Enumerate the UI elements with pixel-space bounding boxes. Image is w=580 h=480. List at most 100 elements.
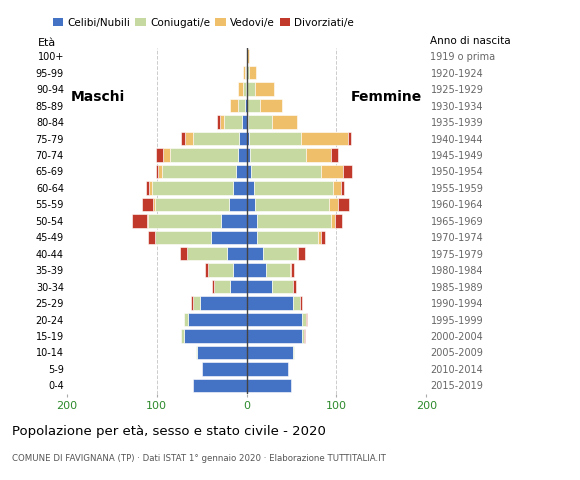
Bar	[271, 280, 293, 293]
Bar	[293, 280, 296, 293]
Bar	[338, 198, 349, 211]
Bar	[233, 181, 246, 194]
Bar	[321, 230, 325, 244]
Bar	[150, 181, 152, 194]
Bar	[208, 264, 233, 277]
Bar	[258, 230, 318, 244]
Bar	[306, 313, 307, 326]
Bar	[202, 362, 246, 376]
Bar	[300, 296, 302, 310]
Bar	[181, 329, 183, 343]
Bar	[196, 346, 197, 359]
Bar	[155, 198, 229, 211]
Bar	[155, 165, 158, 178]
Bar	[238, 83, 243, 96]
Bar	[331, 214, 335, 228]
Bar	[235, 165, 246, 178]
Bar	[146, 181, 150, 194]
Bar	[343, 165, 351, 178]
Bar	[217, 115, 219, 129]
Bar	[212, 280, 214, 293]
Bar	[271, 115, 297, 129]
Bar	[222, 214, 246, 228]
Text: Anno di nascita: Anno di nascita	[430, 36, 511, 46]
Bar	[251, 165, 321, 178]
Bar	[200, 296, 246, 310]
Bar	[238, 148, 246, 162]
Bar	[302, 313, 306, 326]
Bar	[246, 181, 253, 194]
Bar	[246, 264, 266, 277]
Bar	[249, 66, 256, 79]
Bar	[266, 264, 289, 277]
Bar	[242, 115, 246, 129]
Bar	[246, 247, 263, 261]
Bar	[321, 165, 343, 178]
Bar	[253, 181, 333, 194]
Bar	[341, 181, 345, 194]
Bar	[246, 280, 271, 293]
Bar	[302, 329, 304, 343]
Bar	[291, 264, 294, 277]
Bar	[246, 132, 249, 145]
Bar	[132, 214, 147, 228]
Bar	[248, 49, 249, 63]
Bar	[193, 379, 246, 392]
Bar	[246, 214, 258, 228]
Bar	[163, 148, 170, 162]
Text: Età: Età	[38, 38, 56, 48]
Bar	[142, 198, 153, 211]
Bar	[248, 99, 260, 112]
Bar	[248, 83, 255, 96]
Bar	[183, 313, 188, 326]
Bar	[197, 346, 246, 359]
Bar	[248, 115, 271, 129]
Bar	[243, 66, 245, 79]
Bar	[260, 99, 281, 112]
Bar	[246, 346, 293, 359]
Text: COMUNE DI FAVIGNANA (TP) · Dati ISTAT 1° gennaio 2020 · Elaborazione TUTTITALIA.: COMUNE DI FAVIGNANA (TP) · Dati ISTAT 1°…	[12, 454, 386, 463]
Bar	[318, 230, 321, 244]
Bar	[297, 247, 298, 261]
Bar	[335, 214, 342, 228]
Bar	[193, 132, 240, 145]
Bar	[329, 198, 338, 211]
Bar	[246, 379, 291, 392]
Bar	[183, 329, 246, 343]
Bar	[180, 247, 187, 261]
Text: Femmine: Femmine	[350, 90, 422, 104]
Bar	[245, 83, 246, 96]
Bar	[224, 115, 242, 129]
Bar	[158, 165, 162, 178]
Bar	[246, 165, 251, 178]
Bar	[255, 83, 274, 96]
Bar	[214, 280, 230, 293]
Bar	[255, 198, 329, 211]
Bar	[304, 329, 305, 343]
Bar	[240, 132, 246, 145]
Bar	[246, 362, 288, 376]
Bar	[230, 99, 238, 112]
Bar	[162, 165, 235, 178]
Bar	[193, 296, 200, 310]
Bar	[249, 132, 302, 145]
Bar	[147, 214, 222, 228]
Text: Popolazione per età, sesso e stato civile - 2020: Popolazione per età, sesso e stato civil…	[12, 425, 325, 438]
Bar	[302, 132, 348, 145]
Bar	[258, 214, 331, 228]
Bar	[246, 66, 248, 79]
Bar	[227, 247, 246, 261]
Bar	[246, 198, 255, 211]
Bar	[233, 264, 246, 277]
Bar	[188, 313, 246, 326]
Text: Maschi: Maschi	[71, 90, 125, 104]
Bar	[331, 148, 338, 162]
Bar	[191, 296, 193, 310]
Bar	[298, 247, 305, 261]
Bar	[246, 329, 302, 343]
Bar	[246, 49, 248, 63]
Bar	[246, 99, 248, 112]
Bar	[263, 247, 297, 261]
Bar	[243, 83, 245, 96]
Bar	[219, 115, 224, 129]
